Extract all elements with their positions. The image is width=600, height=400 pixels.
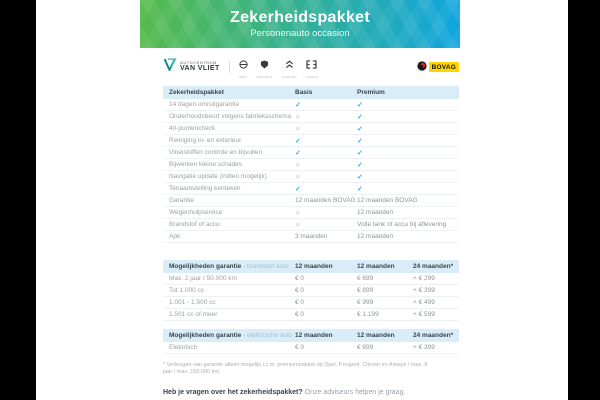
footnote: * Verlengen van garantie alleen mogelijk… — [163, 362, 428, 376]
logo-divider — [228, 61, 230, 73]
peugeot-icon — [260, 56, 269, 74]
table-row: 1.001 - 1.500 cc € 0 € 999 + € 499 — [163, 297, 459, 309]
dealer-name-line1: AUTOCENTRUM — [180, 59, 217, 65]
header-band: Zekerheidspakket Personenauto occasion — [140, 0, 460, 48]
column-header: 12 maanden — [357, 332, 395, 339]
table-row: Elektrisch € 0 € 899 + € 399 — [163, 342, 459, 354]
table-header-row: Zekerheidspakket Basis Premium — [163, 86, 459, 99]
section-header: Mogelijkheden garantie - elektrische aut… — [169, 332, 293, 339]
opel-icon — [239, 56, 248, 74]
table-row: Bijwerken kleine schades ✕ ✓ — [163, 159, 459, 171]
table-row: Max. 2 jaar / 50.000 km € 0 € 699 + € 29… — [163, 273, 459, 285]
table-row: Reiniging in- en exterieur ✓ ✓ — [163, 135, 459, 147]
table-row: Wegenhulpservice ✕ 12 maanden — [163, 207, 459, 219]
flyer-content: Zekerheidspakket Personenauto occasion A… — [140, 0, 460, 396]
table-row: Apk 3 maanden 12 maanden — [163, 231, 459, 243]
aiways-icon — [306, 56, 317, 74]
table-row: Tot 1.000 cc € 0 € 899 + € 399 — [163, 285, 459, 297]
brand-label: AIWAYS — [305, 74, 319, 79]
citroen-icon — [285, 56, 294, 74]
logo-bar: AUTOCENTRUM VAN VLIET OPEL — [163, 56, 459, 79]
brand-label: PEUGEOT — [256, 74, 273, 79]
brand-label: CITROËN — [281, 74, 297, 79]
footer-question: Heb je vragen over het zekerheidspakket?… — [163, 388, 406, 396]
bovag-icon — [417, 58, 427, 76]
brand-label: OPEL — [238, 74, 248, 79]
dealer-name-line2: VAN VLIET — [180, 65, 220, 73]
column-header: 12 maanden — [295, 263, 333, 270]
table-row: 1.501 cc of meer € 0 € 1.199 + € 599 — [163, 309, 459, 321]
garantie-elektrisch-table: Mogelijkheden garantie - elektrische aut… — [163, 329, 459, 354]
column-header: 12 maanden — [295, 332, 333, 339]
column-header: 24 maanden* — [413, 332, 454, 339]
table-row: Garantie 12 maanden BOVAG 12 maanden BOV… — [163, 195, 459, 207]
table-header-row: Mogelijkheden garantie - elektrische aut… — [163, 329, 459, 342]
table-row: Onderhoudsbeurt volgens fabrieksschema ✕… — [163, 111, 459, 123]
bovag-wordmark: BOVAG — [428, 62, 459, 72]
table-row: Brandstof of accu ✕ Volle tank of accu b… — [163, 219, 459, 231]
garantie-brandstof-table: Mogelijkheden garantie - brandstof auto … — [163, 260, 459, 321]
column-header-premium: Premium — [357, 89, 385, 96]
page-subtitle: Personenauto occasion — [250, 28, 350, 39]
table-row: Vloeistoffen controle en bijvullen ✓ ✓ — [163, 147, 459, 159]
zekerheidspakket-table: Zekerheidspakket Basis Premium 14 dagen … — [163, 86, 459, 243]
table-row: 40-puntencheck ✕ ✓ — [163, 123, 459, 135]
bovag-logo: BOVAG — [417, 58, 459, 76]
column-header: 12 maanden — [357, 263, 395, 270]
left-black-bar — [0, 0, 36, 400]
column-header-basis: Basis — [295, 89, 313, 96]
table-header-row: Mogelijkheden garantie - brandstof auto … — [163, 260, 459, 273]
section-header: Mogelijkheden garantie - brandstof auto — [169, 263, 289, 270]
table-row: 14 dagen omruilgarantie ✓ ✓ — [163, 99, 459, 111]
page-title: Zekerheidspakket — [230, 9, 370, 26]
column-header: Zekerheidspakket — [169, 89, 224, 96]
right-black-bar — [568, 0, 600, 400]
column-header: 24 maanden* — [413, 263, 454, 270]
van-vliet-logo-icon — [163, 58, 177, 76]
brand-logos: OPEL PEUGEOT — [239, 56, 319, 79]
dealer-logo: AUTOCENTRUM VAN VLIET — [163, 58, 220, 76]
table-row: Navigatie update (indien mogelijk) ✕ ✓ — [163, 171, 459, 183]
table-row: Tenaamstelling kenteken ✓ ✓ — [163, 183, 459, 195]
